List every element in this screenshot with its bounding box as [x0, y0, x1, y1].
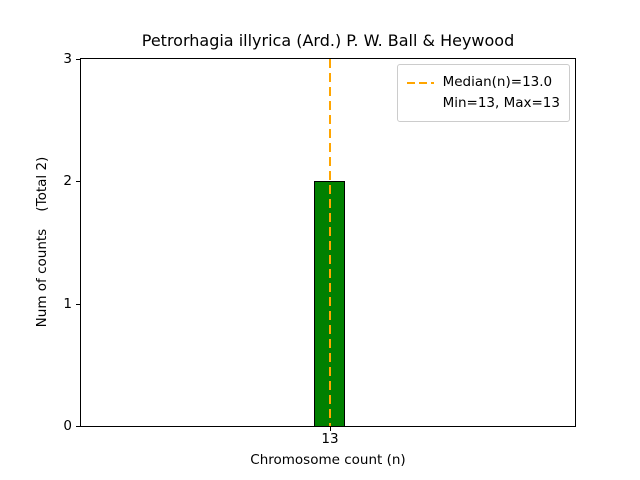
plot-area: Median(n)=13.0 Min=13, Max=13	[80, 58, 576, 427]
legend-label-minmax: Min=13, Max=13	[442, 95, 560, 111]
y-tick-mark	[76, 181, 80, 182]
x-tick-mark	[330, 427, 331, 431]
y-tick-mark	[76, 304, 80, 305]
y-tick-label: 1	[63, 296, 72, 312]
y-tick-label: 2	[63, 173, 72, 189]
y-tick-label: 3	[63, 51, 72, 67]
legend-label-median: Median(n)=13.0	[442, 74, 553, 90]
legend-row-minmax: Min=13, Max=13	[407, 93, 560, 114]
y-tick-mark	[76, 59, 80, 60]
legend-row-median: Median(n)=13.0	[406, 72, 560, 93]
y-tick-label: 0	[63, 418, 72, 434]
median-line	[329, 59, 331, 426]
legend-spacer	[407, 103, 434, 105]
chart-title: Petrorhagia illyrica (Ard.) P. W. Ball &…	[141, 31, 515, 50]
legend: Median(n)=13.0 Min=13, Max=13	[396, 64, 570, 122]
x-tick-label: 13	[321, 431, 339, 447]
x-axis-label: Chromosome count (n)	[250, 452, 406, 468]
median-dashed-line-icon	[406, 81, 434, 84]
y-tick-mark	[76, 426, 80, 427]
